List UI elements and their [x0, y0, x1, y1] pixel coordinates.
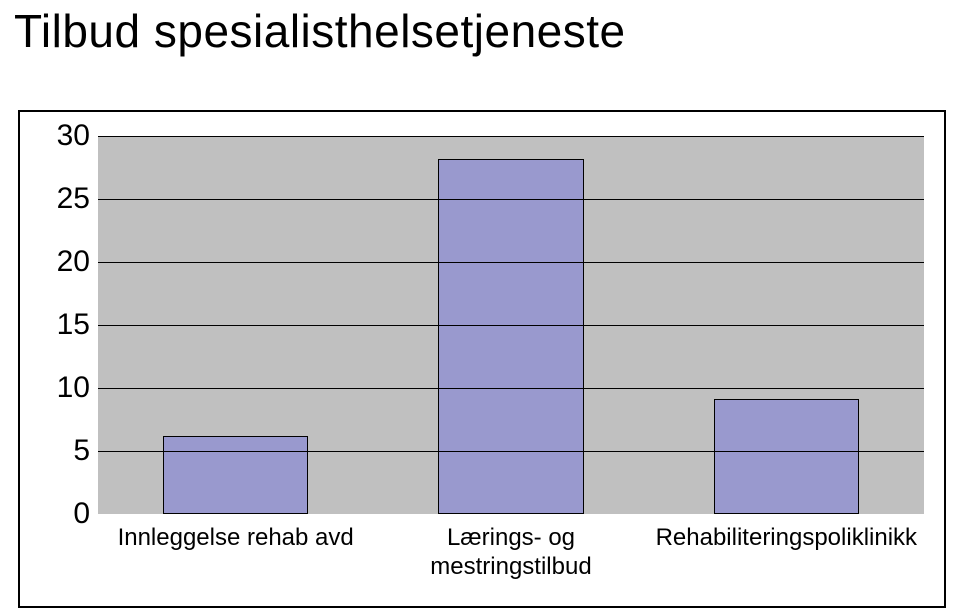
- bar: [163, 436, 308, 514]
- y-tick-label: 5: [73, 434, 90, 468]
- chart-container: 0 5 10 15 20 25 30 Innleggelse rehab avdLæring…: [18, 110, 946, 608]
- y-axis: 0 5 10 15 20 25 30: [20, 112, 98, 606]
- y-tick-label: 20: [57, 245, 90, 279]
- bar: [438, 159, 583, 514]
- gridline: [98, 325, 924, 326]
- plot-area: [98, 136, 924, 514]
- gridline: [98, 199, 924, 200]
- gridline: [98, 388, 924, 389]
- x-tick-label: Lærings- ogmestringstilbud: [373, 524, 648, 582]
- x-tick-label: Rehabiliteringspoliklinikk: [649, 524, 924, 582]
- y-tick-label: 30: [57, 119, 90, 153]
- y-tick-label: 0: [73, 497, 90, 531]
- gridline: [98, 262, 924, 263]
- gridline: [98, 451, 924, 452]
- gridline: [98, 136, 924, 137]
- y-tick-label: 25: [57, 182, 90, 216]
- y-tick-label: 10: [57, 371, 90, 405]
- page-title: Tilbud spesialisthelsetjeneste: [14, 4, 626, 58]
- page: Tilbud spesialisthelsetjeneste 0 5 10 15 20 2…: [0, 0, 960, 611]
- x-axis-labels: Innleggelse rehab avdLærings- ogmestring…: [98, 524, 924, 582]
- x-tick-label: Innleggelse rehab avd: [98, 524, 373, 582]
- y-tick-label: 15: [57, 308, 90, 342]
- bar: [714, 399, 859, 514]
